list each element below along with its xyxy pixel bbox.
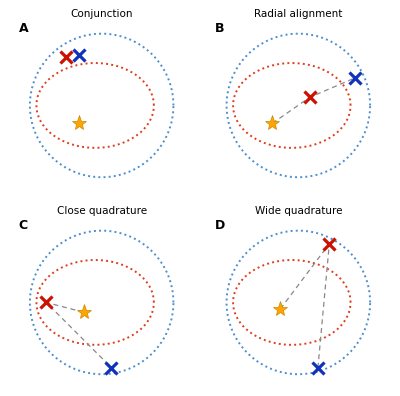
Title: Wide quadrature: Wide quadrature (254, 206, 342, 216)
Title: Radial alignment: Radial alignment (254, 9, 342, 19)
Title: Conjunction: Conjunction (70, 9, 133, 19)
Text: A: A (18, 22, 28, 35)
Title: Close quadrature: Close quadrature (56, 206, 147, 216)
Text: C: C (18, 219, 28, 232)
Text: B: B (215, 22, 225, 35)
Text: D: D (215, 219, 225, 232)
